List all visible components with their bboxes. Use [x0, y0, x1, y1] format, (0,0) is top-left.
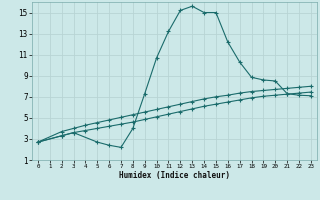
X-axis label: Humidex (Indice chaleur): Humidex (Indice chaleur): [119, 171, 230, 180]
